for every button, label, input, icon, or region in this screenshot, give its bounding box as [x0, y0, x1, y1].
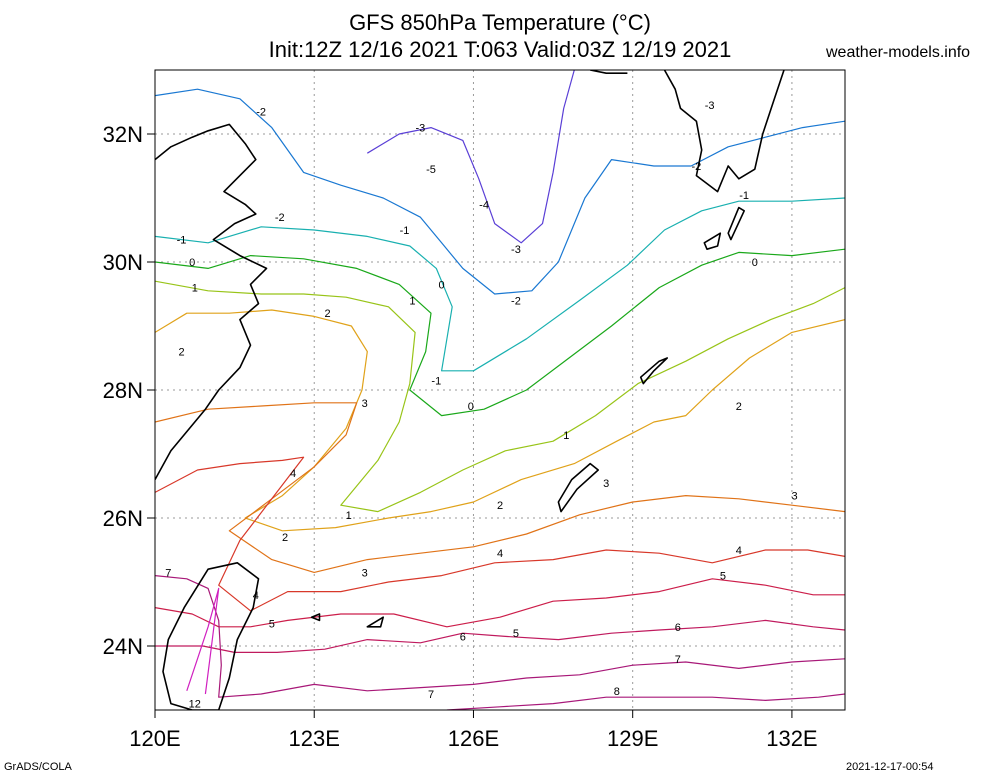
- contour-line-11: [446, 693, 845, 710]
- contour-line-1: [155, 88, 845, 295]
- lat-lon-grid: [154, 70, 845, 710]
- map-title-line2: Init:12Z 12/16 2021 T:063 Valid:03Z 12/1…: [268, 37, 732, 62]
- contour-labels: -3-5-4-3-2-2-2-1-1-10000-1-2-31111222223…: [165, 100, 797, 710]
- contour-line-12: [186, 587, 220, 695]
- lat-tick-label: 30N: [103, 250, 143, 275]
- contour-label: -1: [177, 235, 187, 247]
- lon-tick-label: 120E: [129, 726, 180, 751]
- coastlines: [155, 70, 785, 710]
- lon-tick-label: 132E: [766, 726, 817, 751]
- contour-label: 0: [468, 401, 474, 413]
- contour-line-5: [155, 309, 845, 532]
- contour-line-7: [155, 456, 845, 612]
- contour-label: 5: [269, 619, 275, 631]
- contour-label: 0: [189, 257, 195, 269]
- coastline-china-coast: [155, 123, 268, 480]
- contour-label: 2: [736, 401, 742, 413]
- coastline-yonaguni: [310, 613, 321, 622]
- contour-label: -1: [431, 375, 441, 387]
- lat-tick-label: 32N: [103, 122, 143, 147]
- coastline-sakishima: [366, 616, 384, 628]
- contour-label: -2: [511, 295, 521, 307]
- lat-tick-label: 28N: [103, 378, 143, 403]
- contour-line-2: [155, 197, 845, 372]
- contour-label: 7: [675, 654, 681, 666]
- contour-label: 2: [497, 500, 503, 512]
- contour-label: 6: [675, 622, 681, 634]
- contour-label: 3: [792, 491, 798, 503]
- lat-tick-label: 24N: [103, 634, 143, 659]
- contour-label: 8: [614, 686, 620, 698]
- axis-ticks: 120E 123E 126E 129E 132E 24N 26N 28N 30N 32N: [103, 122, 818, 751]
- footer-software-label: GrADS/COLA: [4, 761, 72, 773]
- contour-label: 3: [362, 398, 368, 410]
- map-title-line1: GFS 850hPa Temperature (°C): [349, 10, 651, 35]
- coastline-kyushu: [663, 70, 785, 193]
- contour-line-6: [155, 402, 845, 573]
- contour-label: 0: [752, 257, 758, 269]
- contour-line-8: [155, 578, 845, 628]
- lon-tick-label: 126E: [448, 726, 499, 751]
- contour-label: -5: [426, 164, 436, 176]
- lon-tick-label: 123E: [289, 726, 340, 751]
- contour-line-10: [155, 575, 845, 698]
- contour-label: 4: [253, 590, 259, 602]
- contour-label: -4: [479, 199, 489, 211]
- coastline-amami: [639, 357, 668, 385]
- coastline-taiwan: [162, 562, 260, 710]
- contour-line-0: [366, 70, 575, 244]
- contour-line-3: [155, 248, 845, 417]
- coastline-tanegashima: [727, 206, 745, 241]
- contour-label: 0: [439, 279, 445, 291]
- contour-label: -2: [275, 212, 285, 224]
- contour-label: -2: [691, 161, 701, 173]
- coastline-yakushima: [703, 232, 722, 250]
- temperature-contours: [155, 70, 845, 710]
- contour-label: 3: [362, 567, 368, 579]
- contour-label: 2: [282, 532, 288, 544]
- contour-label: 4: [290, 468, 296, 480]
- contour-label: 4: [497, 548, 503, 560]
- contour-label: -3: [415, 123, 425, 135]
- lon-tick-label: 129E: [607, 726, 658, 751]
- coastline-korea-south: [590, 70, 628, 74]
- contour-label: 1: [192, 283, 198, 295]
- contour-label: 5: [720, 571, 726, 583]
- contour-label: 1: [409, 295, 415, 307]
- credit-label: weather-models.info: [826, 44, 971, 61]
- contour-label: 12: [189, 699, 201, 711]
- contour-label: -3: [511, 244, 521, 256]
- contour-label: -2: [256, 107, 266, 119]
- footer-timestamp: 2021-12-17-00:54: [846, 761, 934, 773]
- lat-tick-label: 26N: [103, 506, 143, 531]
- contour-label: 3: [603, 478, 609, 490]
- contour-label: 5: [513, 628, 519, 640]
- contour-label: 1: [563, 430, 569, 442]
- coastline-okinawa: [557, 462, 599, 513]
- contour-label: 1: [346, 510, 352, 522]
- contour-line-9: [155, 619, 845, 653]
- contour-label: -1: [739, 190, 749, 202]
- contour-label: -3: [705, 100, 715, 112]
- contour-label: 7: [165, 567, 171, 579]
- contour-label: -1: [400, 225, 410, 237]
- contour-label: 6: [460, 631, 466, 643]
- contour-label: 7: [428, 689, 434, 701]
- contour-label: 4: [736, 545, 742, 557]
- contour-label: 2: [178, 347, 184, 359]
- contour-label: 2: [324, 308, 330, 320]
- contour-line-4: [155, 280, 845, 513]
